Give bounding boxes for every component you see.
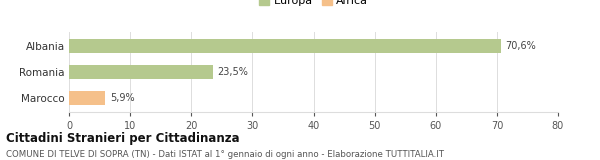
Legend: Europa, Africa: Europa, Africa	[259, 0, 368, 6]
Bar	[69, 39, 500, 53]
Text: 5,9%: 5,9%	[110, 93, 134, 103]
Bar	[69, 65, 212, 79]
Bar	[69, 91, 105, 105]
Text: 70,6%: 70,6%	[505, 41, 536, 51]
Text: 23,5%: 23,5%	[218, 67, 248, 77]
Text: COMUNE DI TELVE DI SOPRA (TN) - Dati ISTAT al 1° gennaio di ogni anno - Elaboraz: COMUNE DI TELVE DI SOPRA (TN) - Dati IST…	[6, 150, 444, 159]
Text: Cittadini Stranieri per Cittadinanza: Cittadini Stranieri per Cittadinanza	[6, 132, 239, 145]
